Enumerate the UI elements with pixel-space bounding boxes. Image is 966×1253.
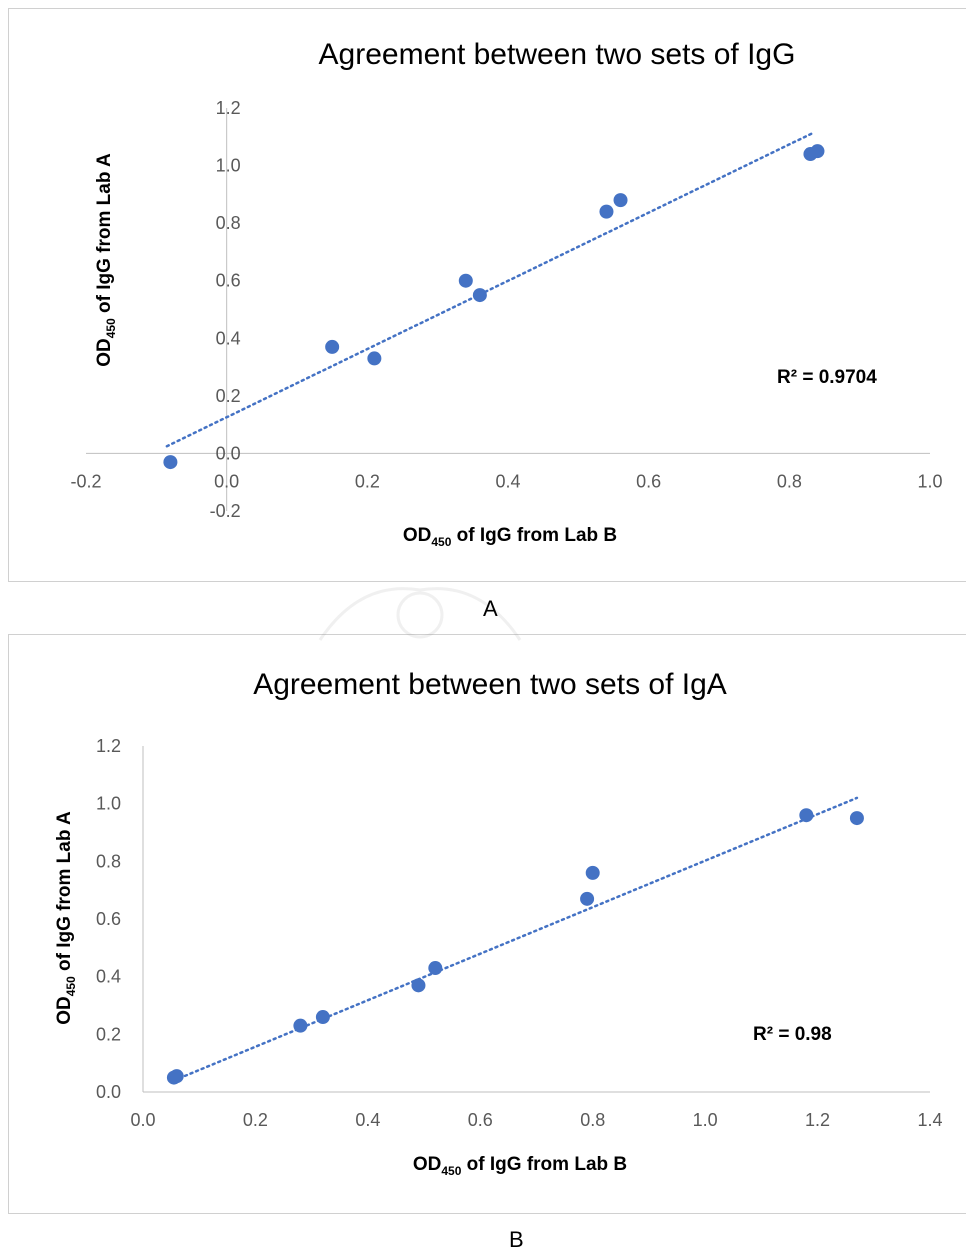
chart-b-xtick-label: 1.2 [805, 1110, 830, 1130]
chart-a-ytick-label: 0.8 [216, 213, 241, 233]
chart-a-data-point [613, 193, 628, 208]
chart-a-data-point [367, 351, 382, 366]
chart-b-title: Agreement between two sets of IgA [253, 668, 727, 701]
chart-a-xtick-label: 1.0 [917, 471, 942, 491]
chart-a-ytick-label: 1.2 [216, 98, 241, 118]
chart-b-data-point [580, 891, 595, 906]
chart-a-ytick-label: 0.2 [216, 386, 241, 406]
chart-b-ytick-label: 0.2 [96, 1024, 121, 1044]
chart-a-data-point [599, 204, 614, 219]
chart-a-xtick-label: 0.8 [777, 471, 802, 491]
chart-a-r2-label: R² = 0.9704 [777, 367, 877, 388]
chart-b-ytick-label: 1.2 [96, 736, 121, 756]
chart-b-ytick-label: 0.6 [96, 909, 121, 929]
chart-a-data-point [810, 144, 825, 159]
chart-b-data-point [799, 808, 814, 823]
chart-b-ytick-label: 0.4 [96, 967, 121, 987]
chart-b-y-axis-title: OD450 of IgG from Lab A [54, 811, 78, 1025]
chart-b-xtick-label: 1.4 [917, 1110, 942, 1130]
chart-b-ytick-label: 0.8 [96, 851, 121, 871]
chart-a-ytick-label: 0.0 [216, 443, 241, 463]
chart-a-svg: Agreement between two sets of IgG -0.2 0.0… [70, 38, 942, 549]
chart-b-data-point [849, 811, 864, 826]
chart-a-data-point [325, 339, 340, 354]
panel-label-b: B [509, 1227, 524, 1252]
watermark-seal [318, 587, 522, 641]
chart-b-xtick-label: 0.0 [130, 1110, 155, 1130]
chart-a-data-point [458, 273, 473, 288]
chart-a-ytick-label: 1.0 [216, 156, 241, 176]
chart-b-xtick-label: 1.0 [693, 1110, 718, 1130]
chart-a-y-axis-title: OD450 of IgG from Lab A [94, 153, 118, 367]
chart-b-ytick-label: 1.0 [96, 794, 121, 814]
chart-b-x-axis-title: OD450 of IgG from Lab B [413, 1154, 627, 1178]
chart-b-xtick-label: 0.2 [243, 1110, 268, 1130]
chart-b-data-point [315, 1010, 330, 1025]
chart-a-xtick-label: 0.0 [214, 471, 239, 491]
chart-a-frame [8, 8, 966, 582]
chart-a-ytick-label: 0.4 [216, 328, 241, 348]
chart-b-xtick-label: 0.6 [468, 1110, 493, 1130]
chart-b-data-point [428, 961, 443, 976]
chart-a-title: Agreement between two sets of IgG [319, 38, 796, 71]
chart-a-x-axis-title: OD450 of IgG from Lab B [403, 525, 617, 549]
chart-b-xtick-label: 0.4 [355, 1110, 380, 1130]
chart-b-r2-label: R² = 0.98 [753, 1024, 832, 1045]
chart-a-ytick-label: 0.6 [216, 271, 241, 291]
chart-a-data-point [163, 455, 178, 470]
chart-a-xtick-label: -0.2 [70, 471, 101, 491]
chart-b-data-point [411, 978, 426, 993]
panel-label-a: A [483, 596, 498, 621]
chart-b-trendline [172, 796, 859, 1082]
chart-b-xtick-label: 0.8 [580, 1110, 605, 1130]
chart-a-trendline [165, 131, 816, 448]
chart-a-xtick-label: 0.6 [636, 471, 661, 491]
chart-b-frame [8, 634, 966, 1214]
chart-a-ytick-label: -0.2 [210, 501, 241, 521]
chart-a-data-point [472, 288, 487, 303]
chart-a-xtick-label: 0.2 [355, 471, 380, 491]
chart-a-xtick-label: 0.4 [495, 471, 520, 491]
chart-b-ytick-label: 0.0 [96, 1082, 121, 1102]
chart-b-data-point [293, 1018, 308, 1033]
chart-b-data-point [585, 865, 600, 880]
chart-b-data-point [169, 1069, 184, 1084]
